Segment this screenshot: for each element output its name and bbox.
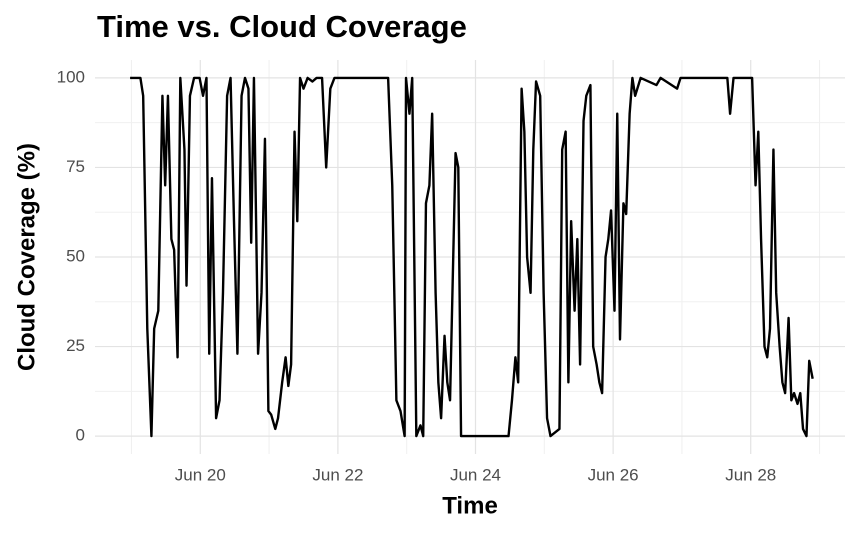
x-axis-title: Time [442, 492, 498, 519]
x-tick-label: Jun 20 [175, 465, 226, 484]
x-tick-label: Jun 22 [312, 465, 363, 484]
y-tick-label: 25 [66, 336, 85, 355]
y-tick-label: 0 [76, 426, 85, 445]
y-tick-label: 75 [66, 157, 85, 176]
x-tick-label: Jun 24 [450, 465, 501, 484]
line [130, 76, 814, 438]
y-axis-title: Cloud Coverage (%) [13, 143, 40, 371]
y-tick-label: 100 [57, 67, 85, 86]
x-tick-label: Jun 28 [725, 465, 776, 484]
y-tick-label: 50 [66, 246, 85, 265]
x-tick-label: Jun 26 [588, 465, 639, 484]
chart-title: Time vs. Cloud Coverage [97, 9, 467, 44]
